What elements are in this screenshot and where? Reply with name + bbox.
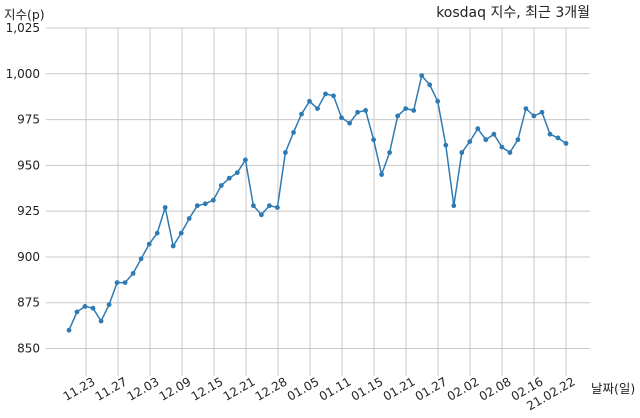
data-point	[499, 144, 505, 150]
data-point	[178, 230, 184, 236]
x-tick-label: 11.23	[61, 374, 98, 403]
data-point	[491, 131, 497, 137]
data-point	[154, 230, 160, 236]
data-point	[507, 150, 513, 155]
data-point	[146, 241, 152, 247]
data-point	[275, 205, 280, 210]
data-point	[323, 91, 328, 97]
data-point	[170, 243, 176, 249]
data-point	[459, 150, 465, 155]
data-point	[315, 106, 320, 111]
chart-title: kosdaq 지수, 최근 3개월	[436, 5, 590, 21]
data-point	[347, 120, 352, 126]
y-tick-label: 875	[17, 296, 40, 310]
data-point	[419, 73, 425, 78]
data-point	[483, 137, 489, 143]
data-point	[114, 280, 120, 285]
y-axis-title: 지수(p)	[4, 7, 45, 22]
x-tick-label: 01.15	[349, 374, 386, 403]
data-point	[194, 203, 200, 209]
x-tick-label: 12.09	[157, 374, 194, 403]
data-point	[130, 271, 136, 276]
data-point	[555, 135, 561, 141]
grid	[46, 27, 590, 376]
x-tick-label: 01.05	[285, 374, 322, 403]
data-point	[443, 142, 449, 148]
x-axis-title: 날짜(일)	[591, 381, 635, 396]
data-point	[539, 109, 545, 115]
data-point	[210, 197, 216, 203]
data-point	[122, 280, 128, 285]
data-point	[435, 98, 441, 104]
x-tick-label: 02.02	[445, 374, 482, 403]
y-tick-label: 925	[17, 204, 40, 218]
data-point	[138, 256, 144, 262]
x-tick-label: 01.27	[413, 374, 450, 403]
x-tick-label: 11.27	[93, 374, 130, 403]
data-point	[307, 98, 312, 104]
data-point	[259, 212, 264, 218]
data-point	[186, 216, 192, 221]
data-point	[355, 109, 360, 115]
data-point	[226, 175, 232, 181]
data-point	[267, 203, 272, 209]
y-axis-tick-labels: 850 875 900 925 950 975 1,000 1,025	[6, 21, 40, 356]
series-line	[68, 73, 567, 331]
y-tick-label: 1,000	[6, 67, 40, 81]
x-tick-label: 01.11	[317, 374, 354, 403]
data-point	[66, 327, 72, 333]
data-point	[547, 131, 553, 137]
data-point	[411, 108, 417, 113]
data-point	[403, 106, 409, 111]
y-tick-label: 975	[17, 113, 40, 127]
data-point	[251, 203, 256, 209]
data-point	[291, 130, 296, 135]
data-point	[395, 113, 401, 119]
y-tick-label: 850	[17, 342, 40, 356]
data-point	[427, 82, 433, 88]
data-point	[363, 108, 368, 113]
data-point	[243, 157, 248, 163]
data-point	[451, 203, 457, 209]
x-tick-label: 01.21	[381, 374, 418, 403]
x-tick-label: 12.03	[125, 374, 162, 403]
y-tick-label: 1,025	[6, 21, 40, 35]
data-point	[218, 183, 224, 188]
data-point	[475, 126, 481, 132]
data-point	[531, 113, 537, 119]
data-point	[515, 137, 521, 143]
data-point	[339, 115, 344, 121]
data-point	[98, 318, 104, 324]
x-axis-tick-labels: 11.2311.2712.0312.0912.1512.2112.2801.05…	[61, 374, 578, 413]
data-point	[563, 141, 569, 146]
y-tick-label: 950	[17, 158, 40, 172]
y-tick-label: 900	[17, 250, 40, 264]
data-point	[299, 111, 304, 117]
data-point	[523, 106, 529, 111]
data-point	[162, 205, 168, 210]
data-point	[106, 302, 112, 307]
series-points	[66, 73, 569, 333]
x-tick-label: 02.08	[477, 374, 514, 403]
data-point	[283, 150, 288, 155]
data-point	[74, 309, 80, 315]
x-tick-label: 12.21	[221, 374, 258, 403]
data-point	[202, 201, 208, 207]
data-point	[371, 137, 376, 143]
x-tick-label: 12.28	[253, 374, 290, 403]
data-point	[387, 150, 392, 155]
data-point	[90, 305, 96, 311]
data-point	[379, 172, 384, 177]
data-point	[82, 304, 88, 309]
data-point	[467, 139, 473, 145]
x-tick-label: 12.15	[189, 374, 226, 403]
data-point	[234, 170, 240, 176]
data-point	[331, 93, 336, 99]
